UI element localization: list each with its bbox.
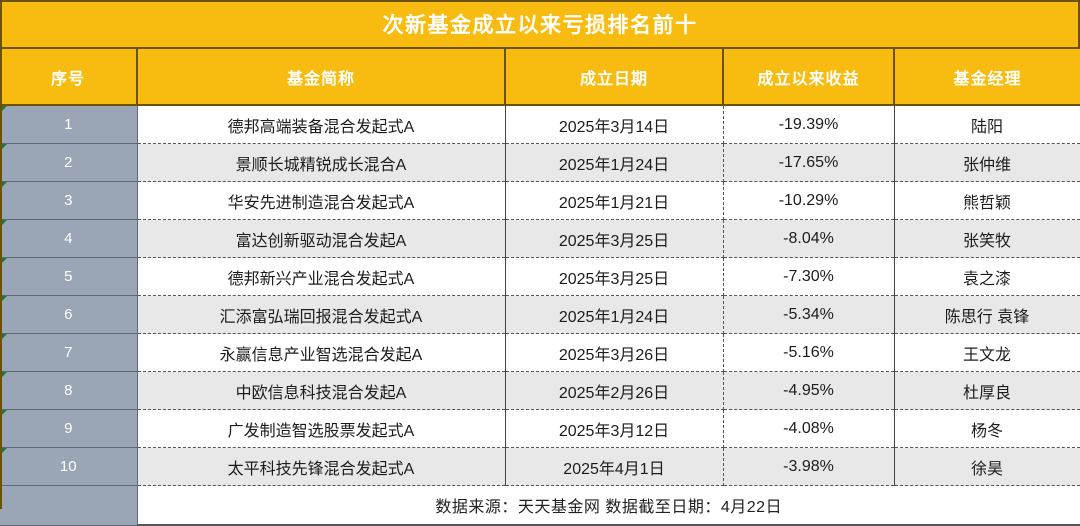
table-row: 2 景顺长城精锐成长混合A 2025年1月24日 -17.65% 张仲维 <box>0 143 1080 182</box>
table-row: 9 广发制造智选股票发起式A 2025年3月12日 -4.08% 杨冬 <box>0 409 1080 448</box>
table-row: 3 华安先进制造混合发起式A 2025年1月21日 -10.29% 熊哲颖 <box>0 181 1080 220</box>
row-return: -10.29% <box>723 181 895 220</box>
row-fund-manager: 陆阳 <box>894 105 1080 144</box>
row-fund-manager: 杜厚良 <box>894 371 1080 410</box>
row-return: -4.95% <box>723 371 895 410</box>
row-index: 8 <box>0 371 138 410</box>
row-fund-name: 华安先进制造混合发起式A <box>137 181 506 220</box>
table-body: 1 德邦高端装备混合发起式A 2025年3月14日 -19.39% 陆阳 2 景… <box>0 105 1080 526</box>
row-fund-manager: 张笑牧 <box>894 219 1080 258</box>
row-fund-manager: 熊哲颖 <box>894 181 1080 220</box>
row-fund-manager: 张仲维 <box>894 143 1080 182</box>
row-inception-date: 2025年4月1日 <box>505 447 724 486</box>
table-row: 5 德邦新兴产业混合发起式A 2025年3月25日 -7.30% 袁之漆 <box>0 257 1080 296</box>
row-index: 1 <box>0 105 138 144</box>
row-index: 3 <box>0 181 138 220</box>
row-index: 5 <box>0 257 138 296</box>
column-header-fund-name: 基金简称 <box>137 49 506 106</box>
column-header-return: 成立以来收益 <box>723 49 895 106</box>
row-fund-name: 德邦新兴产业混合发起式A <box>137 257 506 296</box>
row-inception-date: 2025年2月26日 <box>505 371 724 410</box>
page-title: 次新基金成立以来亏损排名前十 <box>382 13 698 37</box>
row-return: -3.98% <box>723 447 895 486</box>
table-header: 序号 基金简称 成立日期 成立以来收益 基金经理 <box>0 49 1080 106</box>
row-index: 6 <box>0 295 138 334</box>
column-header-inception-date: 成立日期 <box>505 49 724 106</box>
row-fund-manager: 杨冬 <box>894 409 1080 448</box>
row-fund-name: 富达创新驱动混合发起A <box>137 219 506 258</box>
row-fund-name: 汇添富弘瑞回报混合发起式A <box>137 295 506 334</box>
row-fund-name: 景顺长城精锐成长混合A <box>137 143 506 182</box>
card-title-bar: 次新基金成立以来亏损排名前十 <box>0 0 1080 49</box>
row-fund-manager: 徐昊 <box>894 447 1080 486</box>
row-return: -7.30% <box>723 257 895 296</box>
row-fund-name: 太平科技先锋混合发起式A <box>137 447 506 486</box>
row-index: 7 <box>0 333 138 372</box>
footer-index-cell <box>0 485 138 526</box>
row-return: -19.39% <box>723 105 895 144</box>
row-index: 2 <box>0 143 138 182</box>
row-inception-date: 2025年3月25日 <box>505 219 724 258</box>
row-inception-date: 2025年1月21日 <box>505 181 724 220</box>
column-header-index: 序号 <box>0 49 138 106</box>
table-row: 7 永赢信息产业智选混合发起A 2025年3月26日 -5.16% 王文龙 <box>0 333 1080 372</box>
column-header-fund-manager: 基金经理 <box>894 49 1080 106</box>
row-return: -5.16% <box>723 333 895 372</box>
row-index: 9 <box>0 409 138 448</box>
table-row: 10 太平科技先锋混合发起式A 2025年4月1日 -3.98% 徐昊 <box>0 447 1080 486</box>
data-source-note: 数据来源：天天基金网 数据截至日期：4月22日 <box>137 485 1080 526</box>
table-row: 4 富达创新驱动混合发起A 2025年3月25日 -8.04% 张笑牧 <box>0 219 1080 258</box>
row-return: -5.34% <box>723 295 895 334</box>
row-fund-name: 德邦高端装备混合发起式A <box>137 105 506 144</box>
table-header-row: 序号 基金简称 成立日期 成立以来收益 基金经理 <box>0 49 1080 106</box>
row-fund-name: 中欧信息科技混合发起A <box>137 371 506 410</box>
row-fund-manager: 王文龙 <box>894 333 1080 372</box>
row-inception-date: 2025年3月14日 <box>505 105 724 144</box>
table-row: 6 汇添富弘瑞回报混合发起式A 2025年1月24日 -5.34% 陈思行 袁锋 <box>0 295 1080 334</box>
table-row: 8 中欧信息科技混合发起A 2025年2月26日 -4.95% 杜厚良 <box>0 371 1080 410</box>
row-return: -8.04% <box>723 219 895 258</box>
row-index: 10 <box>0 447 138 486</box>
row-fund-manager: 袁之漆 <box>894 257 1080 296</box>
row-fund-manager: 陈思行 袁锋 <box>894 295 1080 334</box>
row-inception-date: 2025年3月12日 <box>505 409 724 448</box>
fund-ranking-table: 序号 基金简称 成立日期 成立以来收益 基金经理 1 德邦高端装备混合发起式A … <box>0 49 1080 526</box>
row-inception-date: 2025年1月24日 <box>505 143 724 182</box>
row-inception-date: 2025年3月26日 <box>505 333 724 372</box>
row-return: -4.08% <box>723 409 895 448</box>
row-inception-date: 2025年1月24日 <box>505 295 724 334</box>
row-index: 4 <box>0 219 138 258</box>
table-row: 1 德邦高端装备混合发起式A 2025年3月14日 -19.39% 陆阳 <box>0 105 1080 144</box>
row-fund-name: 永赢信息产业智选混合发起A <box>137 333 506 372</box>
table-footer-row: 数据来源：天天基金网 数据截至日期：4月22日 <box>0 485 1080 526</box>
row-inception-date: 2025年3月25日 <box>505 257 724 296</box>
row-return: -17.65% <box>723 143 895 182</box>
row-fund-name: 广发制造智选股票发起式A <box>137 409 506 448</box>
